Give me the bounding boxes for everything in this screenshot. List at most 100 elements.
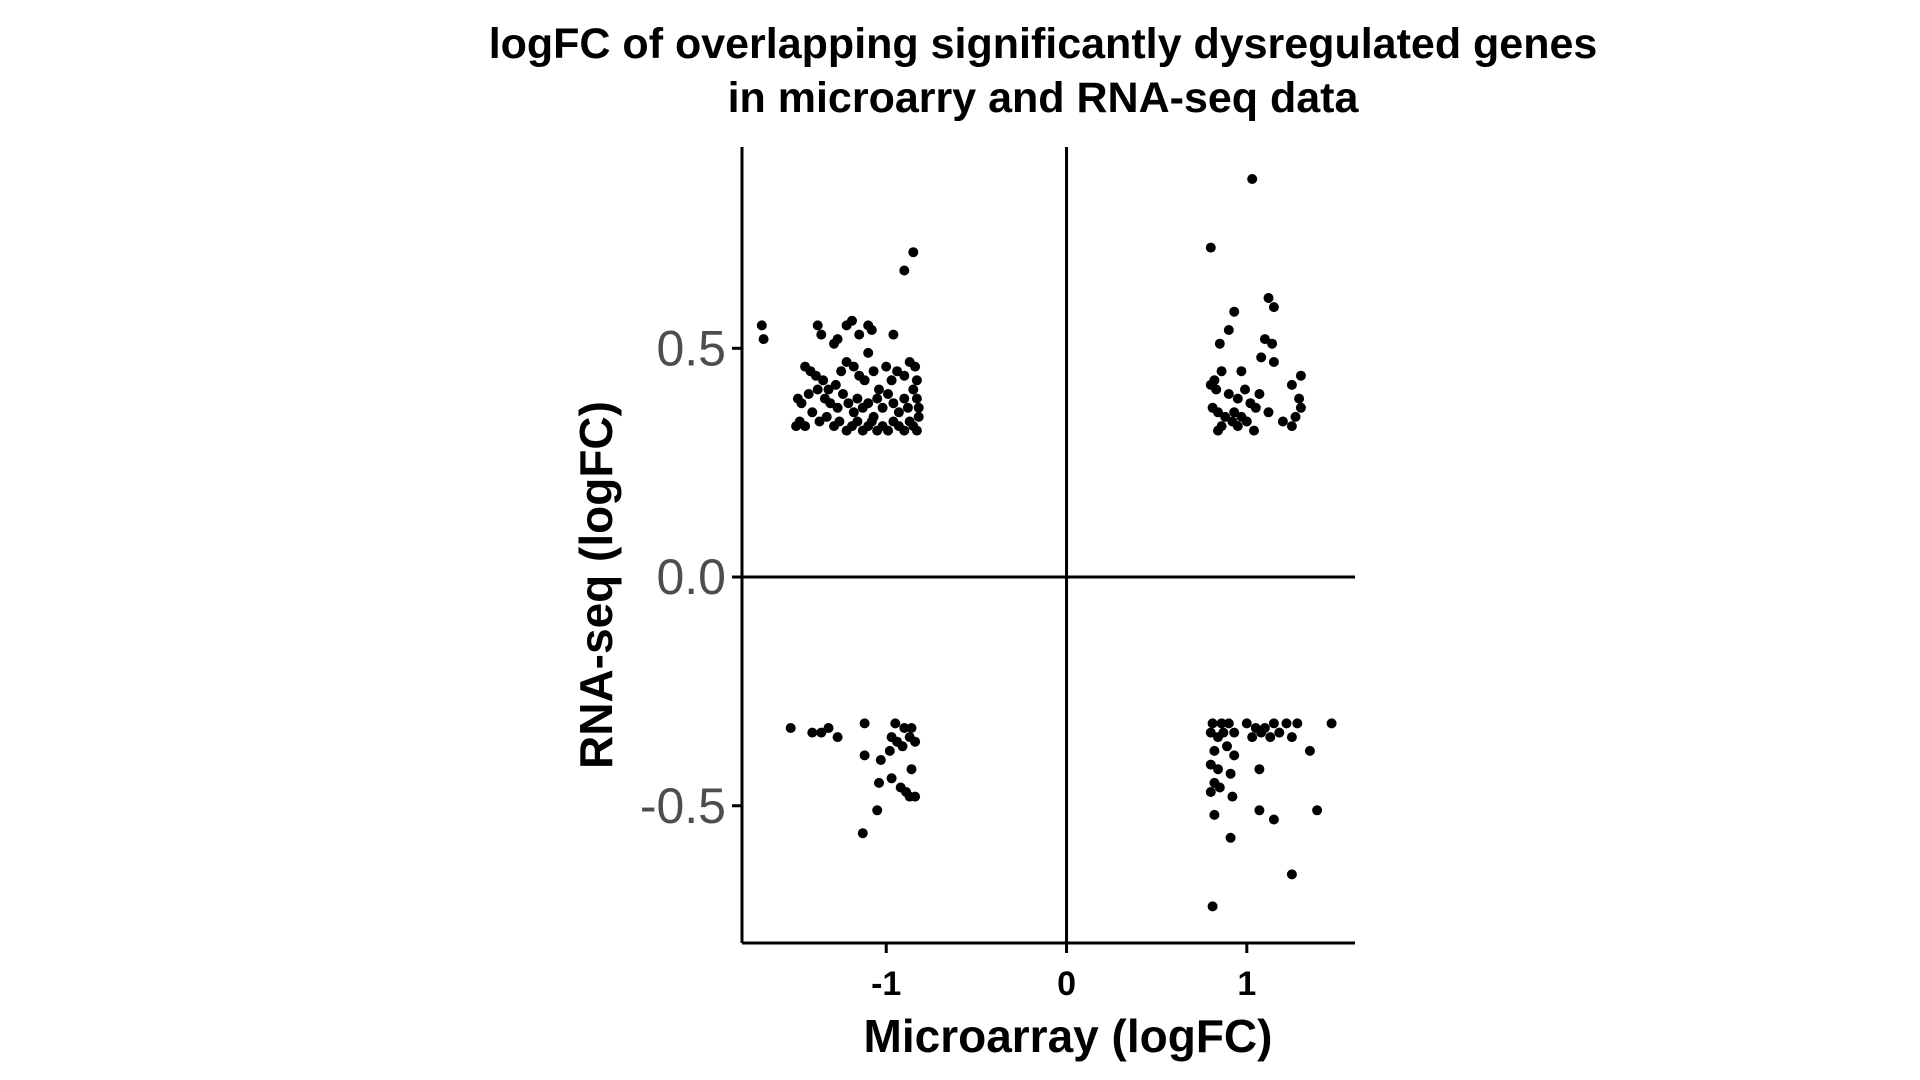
data-point: [1225, 832, 1236, 843]
data-point: [1241, 718, 1252, 729]
data-point: [830, 379, 841, 390]
data-point: [1250, 402, 1261, 413]
data-point: [908, 247, 919, 258]
data-point: [906, 723, 917, 733]
data-point: [800, 421, 811, 432]
y-tick-label: 0.5: [656, 320, 726, 376]
data-point: [832, 402, 843, 413]
data-point: [1207, 718, 1218, 729]
data-point: [807, 407, 818, 418]
data-point: [1263, 407, 1274, 418]
data-point: [910, 736, 921, 747]
data-point: [911, 375, 922, 386]
data-point: [1295, 402, 1306, 413]
data-point: [859, 750, 870, 761]
data-point: [902, 402, 913, 413]
data-point: [832, 732, 843, 743]
data-point: [1205, 727, 1216, 738]
data-point: [886, 773, 897, 784]
data-point: [906, 764, 917, 775]
data-point: [874, 384, 884, 395]
data-point: [911, 425, 922, 436]
data-point: [838, 389, 848, 399]
data-point: [1227, 791, 1238, 802]
data-point: [866, 325, 877, 335]
data-point: [812, 320, 823, 331]
data-point: [1254, 805, 1265, 816]
data-point: [843, 398, 854, 409]
data-point: [874, 777, 884, 788]
data-point: [1229, 407, 1240, 418]
data-point: [1294, 393, 1305, 404]
data-point: [1214, 338, 1225, 349]
data-point: [796, 398, 807, 409]
data-point: [872, 393, 883, 404]
data-point: [1290, 411, 1301, 422]
data-point: [1295, 370, 1306, 381]
data-point: [847, 315, 857, 326]
data-point: [913, 411, 924, 422]
data-points: [756, 174, 1337, 912]
data-point: [852, 416, 863, 427]
data-point: [890, 718, 901, 729]
data-point: [859, 375, 870, 386]
data-point: [877, 402, 888, 413]
data-point: [1241, 416, 1252, 427]
chart-title-line-1: logFC of overlapping significantly dysre…: [489, 20, 1598, 68]
data-point: [888, 398, 899, 409]
data-point: [866, 416, 877, 427]
data-point: [1267, 338, 1278, 349]
data-point: [875, 755, 886, 765]
data-point: [1229, 727, 1240, 738]
data-point: [1265, 732, 1276, 743]
data-point: [814, 416, 825, 427]
chart-title-line-2: in microarry and RNA-seq data: [728, 74, 1360, 122]
data-point: [818, 375, 829, 386]
data-point: [803, 389, 814, 399]
data-point: [859, 718, 870, 729]
x-tick-label: 0: [1057, 965, 1076, 1003]
data-point: [816, 329, 827, 340]
data-point: [1236, 366, 1247, 377]
data-point: [857, 828, 868, 839]
y-axis-ticks: -0.5 0.0 0.5: [640, 320, 742, 834]
data-point: [1281, 718, 1292, 729]
data-point: [841, 357, 852, 367]
data-point: [883, 425, 893, 436]
data-point: [1240, 384, 1250, 395]
data-point: [834, 416, 845, 427]
data-point: [1218, 727, 1229, 738]
data-point: [852, 393, 863, 404]
data-point: [1268, 814, 1279, 825]
data-point: [1286, 869, 1297, 880]
axes: [740, 147, 1355, 945]
data-point: [832, 334, 843, 345]
data-point: [910, 361, 921, 372]
data-point: [1232, 393, 1243, 404]
data-point: [899, 425, 910, 436]
data-point: [884, 745, 895, 756]
data-point: [1268, 357, 1279, 367]
data-point: [1254, 389, 1265, 399]
data-point: [1286, 732, 1297, 743]
data-point: [899, 393, 910, 404]
data-point: [854, 329, 865, 340]
x-axis-ticks: -1 0 1: [871, 943, 1256, 1003]
data-point: [908, 384, 919, 395]
data-point: [758, 334, 769, 345]
data-point: [899, 723, 910, 733]
y-axis-label: RNA-seq (logFC): [570, 401, 622, 769]
data-point: [913, 402, 924, 413]
data-point: [1268, 718, 1279, 729]
data-point: [899, 370, 910, 381]
data-point: [1207, 901, 1218, 912]
data-point: [1249, 425, 1259, 436]
data-point: [1209, 745, 1220, 756]
data-point: [1304, 745, 1315, 756]
data-point: [823, 384, 834, 395]
data-point: [1214, 782, 1225, 793]
y-tick-label: -0.5: [640, 778, 726, 834]
data-point: [821, 411, 832, 422]
data-point: [836, 366, 847, 377]
